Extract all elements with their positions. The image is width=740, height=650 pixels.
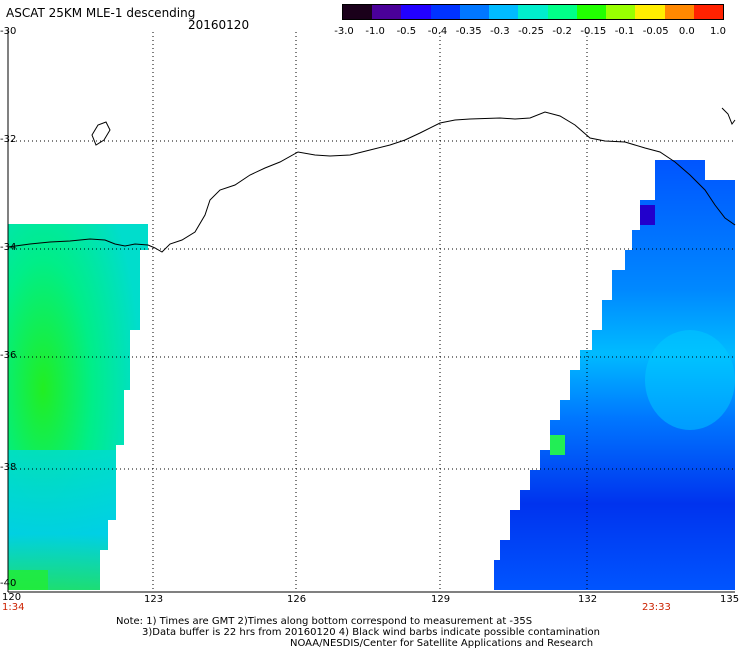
coastline: [7, 111, 736, 253]
lon-label-123: 123: [144, 594, 164, 605]
lat-lon-grid: [8, 32, 735, 592]
colorbar-tick-label: 0.0: [678, 26, 695, 37]
lon-label-129: 129: [431, 594, 451, 605]
colorbar: [342, 4, 724, 20]
colorbar-tick-label: -0.1: [614, 26, 635, 37]
colorbar-segment: [343, 5, 373, 19]
time-right: 23:33: [642, 602, 671, 613]
island: [91, 121, 111, 146]
lon-label-135: 135: [720, 594, 740, 605]
colorbar-tick-label: -0.2: [552, 26, 572, 37]
lat-label-30: -30: [0, 26, 17, 37]
colorbar-segment: [606, 5, 636, 19]
colorbar-segment: [372, 5, 402, 19]
map-title: ASCAT 25KM MLE-1 descending: [6, 6, 196, 20]
map-date: 20160120: [188, 18, 250, 32]
colorbar-segment: [693, 5, 724, 19]
left-swath-green-patch: [8, 570, 48, 590]
lat-label-38: -38: [0, 462, 17, 473]
colorbar-segment: [430, 5, 460, 19]
lon-label-132: 132: [578, 594, 598, 605]
lon-label-126: 126: [287, 594, 307, 605]
coast-fragment: [721, 107, 736, 126]
colorbar-segment: [547, 5, 577, 19]
colorbar-tick-label: -0.35: [455, 26, 482, 37]
lat-label-40: -40: [0, 578, 17, 589]
left-swath-lower: [8, 450, 116, 590]
colorbar-labels: -3.0 -1.0 -0.5 -0.4 -0.35 -0.3 -0.25 -0.2 -0.15-…: [324, 26, 740, 40]
lon-label-120: 120: [2, 592, 22, 603]
colorbar-segment: [489, 5, 519, 19]
colorbar-tick-label: -0.4: [427, 26, 448, 37]
colorbar-segment: [401, 5, 431, 19]
lat-label-32: -32: [0, 134, 17, 145]
right-swath: [494, 160, 735, 590]
colorbar-segment: [664, 5, 694, 19]
colorbar-tick-label: -0.3: [490, 26, 510, 37]
colorbar-segment: [459, 5, 490, 19]
colorbar-tick-label: -3.0: [334, 26, 354, 37]
right-swath-dark-patch: [640, 205, 655, 225]
time-left: 1:34: [2, 602, 25, 613]
note-line-3: NOAA/NESDIS/Center for Satellite Applica…: [290, 638, 594, 649]
colorbar-tick-label: -0.25: [518, 26, 544, 37]
colorbar-tick-label: -1.0: [365, 26, 385, 37]
colorbar-segment: [518, 5, 548, 19]
note-line-2: 3)Data buffer is 22 hrs from 20160120 4)…: [142, 627, 600, 638]
colorbar-tick-label: -0.5: [396, 26, 417, 37]
colorbar-tick-label: -0.15: [580, 26, 607, 37]
colorbar-segment: [576, 5, 607, 19]
note-line-1: Note: 1) Times are GMT 2)Times along bot…: [116, 616, 533, 627]
right-swath-green-patch: [550, 435, 565, 455]
right-swath-light-patch: [645, 330, 735, 430]
colorbar-segment: [635, 5, 665, 19]
colorbar-tick-label: 1.0: [710, 26, 726, 37]
lat-label-34: -34: [0, 242, 17, 253]
lat-label-36: -36: [0, 350, 17, 361]
colorbar-tick-label: -0.05: [642, 26, 669, 37]
